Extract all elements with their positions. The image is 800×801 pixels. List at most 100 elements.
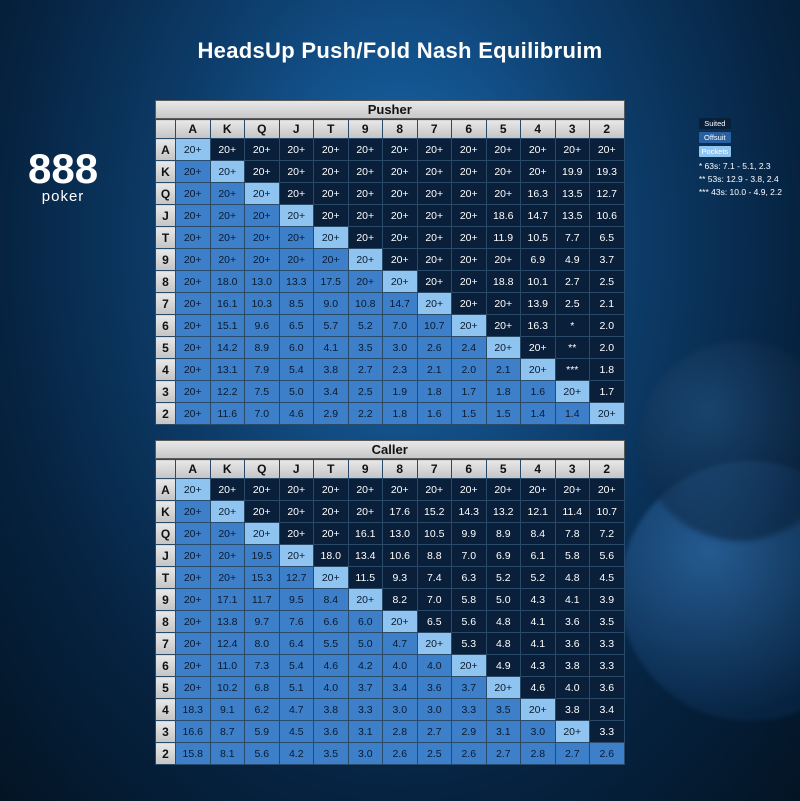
cell: 10.3 <box>245 293 280 315</box>
cell: 7.2 <box>590 523 625 545</box>
cell: 9.5 <box>279 589 314 611</box>
logo-888: 888 <box>28 150 98 188</box>
cell: 12.1 <box>521 501 556 523</box>
col-header: 3 <box>555 120 590 139</box>
cell: 19.9 <box>555 161 590 183</box>
cell: 8.1 <box>210 743 245 765</box>
table-row: 920+20+20+20+20+20+20+20+20+20+6.94.93.7 <box>156 249 625 271</box>
cell: 20+ <box>417 271 452 293</box>
corner-cell <box>156 460 176 479</box>
table-row: 820+18.013.013.317.520+20+20+20+18.810.1… <box>156 271 625 293</box>
cell: 9.1 <box>210 699 245 721</box>
cell: 4.5 <box>590 567 625 589</box>
row-header: 3 <box>156 721 176 743</box>
cell: 7.6 <box>279 611 314 633</box>
cell: 20+ <box>348 161 383 183</box>
row-header: T <box>156 227 176 249</box>
cell: 16.3 <box>521 315 556 337</box>
cell: 6.6 <box>314 611 349 633</box>
cell: 20+ <box>417 633 452 655</box>
cell: 20+ <box>176 227 211 249</box>
cell: 5.7 <box>314 315 349 337</box>
cell: 4.0 <box>555 677 590 699</box>
cell: 16.6 <box>176 721 211 743</box>
pusher-table: AKQJT98765432A20+20+20+20+20+20+20+20+20… <box>155 119 625 425</box>
col-header: 6 <box>452 120 487 139</box>
cell: 2.9 <box>452 721 487 743</box>
cell: 20+ <box>383 161 418 183</box>
cell: 20+ <box>176 381 211 403</box>
cell: 20+ <box>555 139 590 161</box>
cell: 17.6 <box>383 501 418 523</box>
cell: 5.2 <box>348 315 383 337</box>
cell: 20+ <box>486 183 521 205</box>
row-header: J <box>156 205 176 227</box>
legend-note: *** 43s: 10.0 - 4.9, 2.2 <box>699 186 782 199</box>
cell: 10.6 <box>590 205 625 227</box>
cell: 7.3 <box>245 655 280 677</box>
col-header: Q <box>245 460 280 479</box>
pusher-table-wrap: Pusher AKQJT98765432A20+20+20+20+20+20+2… <box>155 100 625 425</box>
cell: 20+ <box>452 139 487 161</box>
table-row: 620+15.19.66.55.75.27.010.720+20+16.3*2.… <box>156 315 625 337</box>
cell: 7.0 <box>245 403 280 425</box>
cell: 5.0 <box>279 381 314 403</box>
cell: 20+ <box>521 699 556 721</box>
cell: 4.0 <box>383 655 418 677</box>
cell: 20+ <box>176 501 211 523</box>
cell: 20+ <box>176 161 211 183</box>
cell: 3.6 <box>314 721 349 743</box>
cell: 8.7 <box>210 721 245 743</box>
cell: 20+ <box>279 183 314 205</box>
cell: 6.2 <box>245 699 280 721</box>
row-header: 3 <box>156 381 176 403</box>
cell: 3.3 <box>590 633 625 655</box>
cell: 13.4 <box>348 545 383 567</box>
cell: 4.6 <box>279 403 314 425</box>
cell: 20+ <box>279 205 314 227</box>
cell: 20+ <box>348 589 383 611</box>
row-header: 8 <box>156 611 176 633</box>
cell: 4.2 <box>348 655 383 677</box>
cell: 20+ <box>210 183 245 205</box>
caller-table-wrap: Caller AKQJT98765432A20+20+20+20+20+20+2… <box>155 440 625 765</box>
cell: 20+ <box>176 633 211 655</box>
cell: 20+ <box>210 479 245 501</box>
cell: 20+ <box>521 337 556 359</box>
cell: 20+ <box>452 205 487 227</box>
cell: 13.0 <box>383 523 418 545</box>
cell: 12.2 <box>210 381 245 403</box>
cell: 20+ <box>348 227 383 249</box>
col-header: 2 <box>590 120 625 139</box>
cell: 4.2 <box>279 743 314 765</box>
cell: 5.3 <box>452 633 487 655</box>
col-header: A <box>176 120 211 139</box>
cell: 20+ <box>210 161 245 183</box>
cell: 8.0 <box>245 633 280 655</box>
col-header: 9 <box>348 460 383 479</box>
cell: 3.4 <box>314 381 349 403</box>
row-header: 7 <box>156 633 176 655</box>
cell: 2.6 <box>417 337 452 359</box>
corner-cell <box>156 120 176 139</box>
cell: 1.7 <box>452 381 487 403</box>
cell: 12.4 <box>210 633 245 655</box>
cell: 20+ <box>210 523 245 545</box>
cell: 1.4 <box>521 403 556 425</box>
cell: 20+ <box>452 249 487 271</box>
cell: 4.9 <box>555 249 590 271</box>
cell: 20+ <box>452 161 487 183</box>
cell: 2.5 <box>590 271 625 293</box>
cell: 5.9 <box>245 721 280 743</box>
cell: 20+ <box>383 139 418 161</box>
cell: 20+ <box>486 337 521 359</box>
cell: 18.3 <box>176 699 211 721</box>
cell: 16.1 <box>210 293 245 315</box>
cell: * <box>555 315 590 337</box>
cell: 20+ <box>521 161 556 183</box>
cell: 3.5 <box>348 337 383 359</box>
cell: 2.1 <box>486 359 521 381</box>
row-header: A <box>156 139 176 161</box>
row-header: 6 <box>156 315 176 337</box>
cell: 20+ <box>176 139 211 161</box>
